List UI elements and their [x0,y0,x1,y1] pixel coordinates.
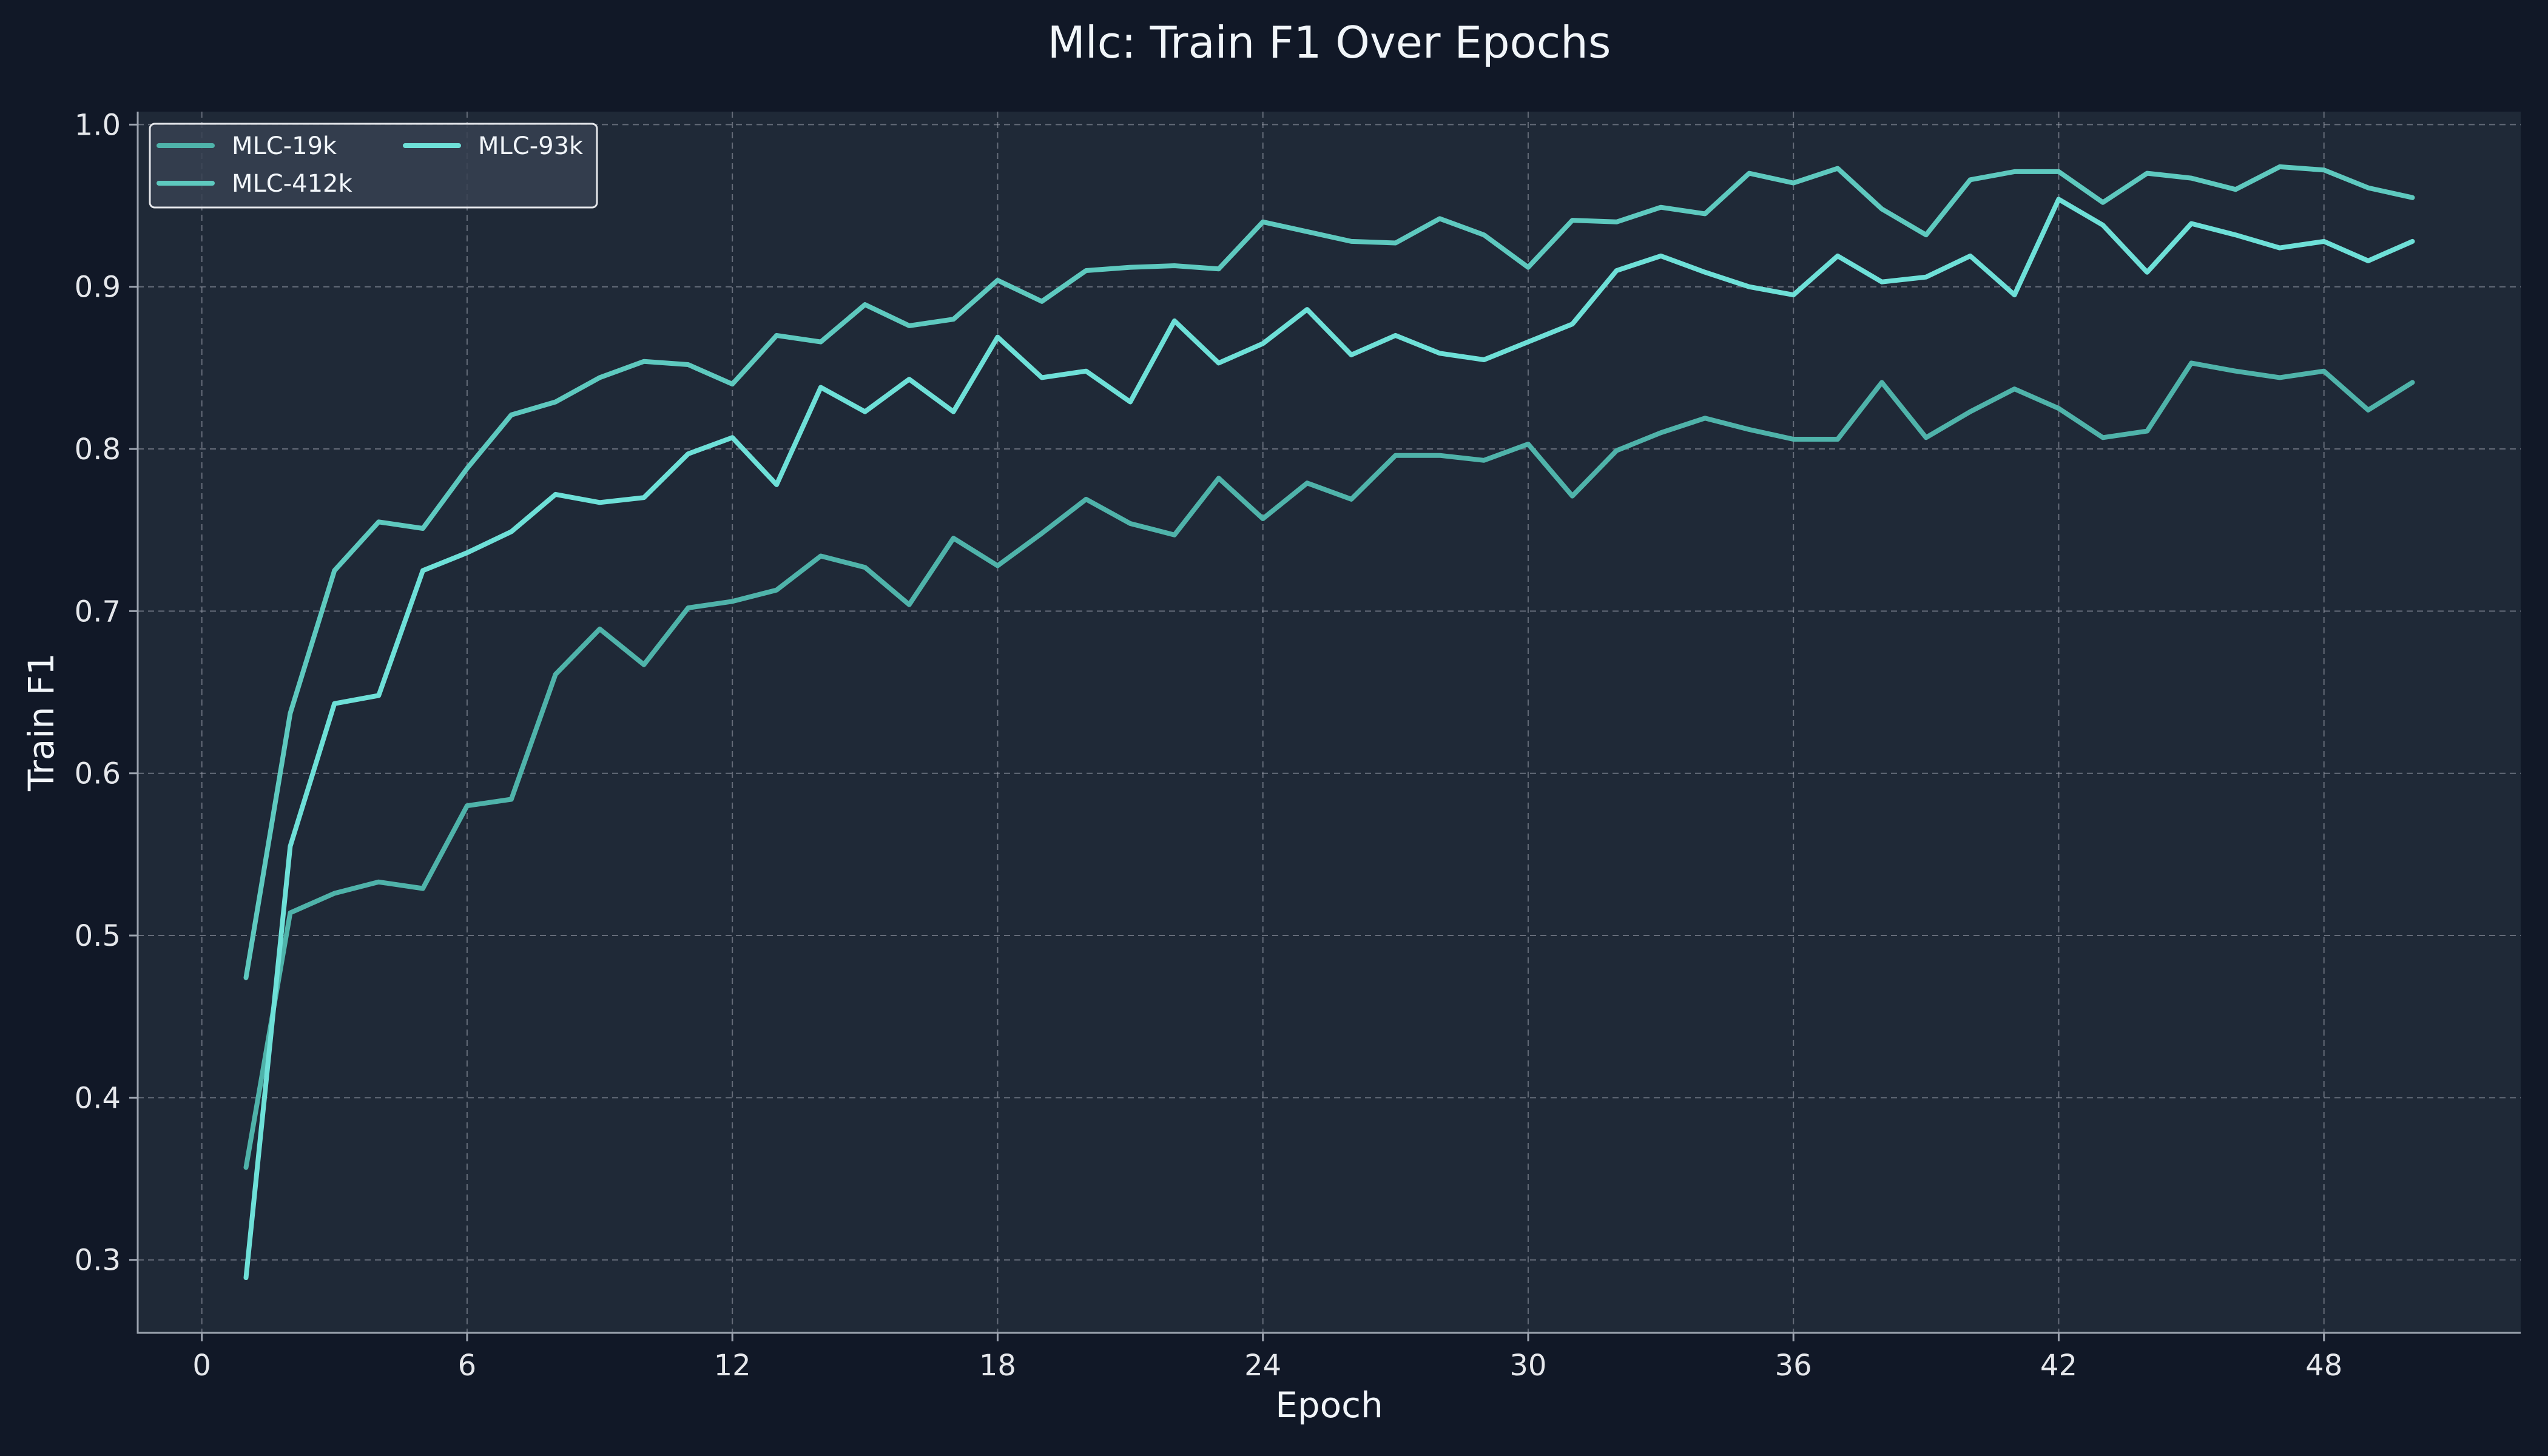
series-lines [243,164,2415,1281]
y-tick-label: 0.9 [75,271,121,305]
x-tick-label: 24 [1244,1349,1281,1383]
y-tick-label: 0.5 [75,919,121,953]
x-tick-label: 30 [1509,1349,1546,1383]
x-axis-label: Epoch [1275,1384,1383,1426]
y-tick-label: 0.3 [75,1244,121,1278]
x-tick-label: 6 [458,1349,477,1383]
series-line-mlc-93k [243,197,2415,1281]
y-axis-label: Train F1 [21,653,62,792]
y-tick-label: 0.7 [75,595,121,629]
legend-label: MLC-19k [232,132,337,160]
x-tick-label: 12 [714,1349,751,1383]
legend: MLC-19k MLC-412k MLC-93k [149,123,598,209]
gridlines [138,112,2521,1333]
x-tick-label: 48 [2305,1349,2342,1383]
series-line-mlc-19k [243,360,2415,1170]
y-tick-label: 0.4 [75,1081,121,1115]
legend-label: MLC-412k [232,170,353,198]
x-tick-label: 18 [979,1349,1016,1383]
x-tick-label: 36 [1775,1349,1812,1383]
axis-spines [136,112,2521,1334]
y-tick-label: 1.0 [75,108,121,142]
x-tick-label: 0 [192,1349,211,1383]
series-line-mlc-412k [243,164,2415,980]
y-tick-label: 0.6 [75,757,121,791]
ticks: 0 6 12 18 24 30 36 42 48 0.3 0.4 0.5 0.6 0.7 0.8 0.9 1.0 [75,108,2343,1383]
plot-area [138,112,2521,1333]
chart-title: Mlc: Train F1 Over Epochs [1048,17,1611,68]
legend-box [149,123,598,209]
y-tick-label: 0.8 [75,433,121,467]
legend-label: MLC-93k [478,132,584,160]
x-tick-label: 42 [2040,1349,2077,1383]
legend-items: MLC-19k MLC-412k MLC-93k [157,132,584,198]
